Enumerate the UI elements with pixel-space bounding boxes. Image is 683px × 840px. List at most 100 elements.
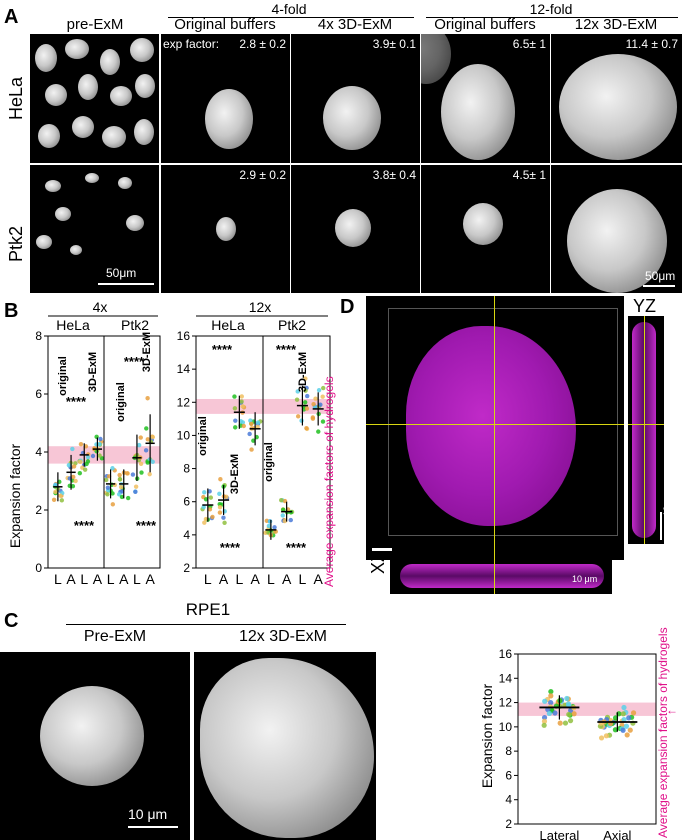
- data-point: [203, 516, 209, 522]
- x-tick-label: Axial: [603, 828, 631, 840]
- hela-orig-4fold-image: exp factor: 2.8 ± 0.2: [161, 34, 290, 163]
- label-original: original: [263, 442, 275, 482]
- data-point: [630, 710, 637, 716]
- data-point: [145, 396, 150, 401]
- hela-preexm-image: [30, 34, 159, 163]
- chart-b-ylabel: Expansion factor: [7, 444, 23, 549]
- data-point: [207, 489, 212, 494]
- chart-c-plot: 2 4 6 8 10 12 14 16 Lateral Axial ←: [499, 647, 678, 840]
- x-tick-label: Lateral: [540, 828, 580, 840]
- data-point: [620, 727, 626, 733]
- data-point: [207, 507, 213, 512]
- row-hela-label: HeLa: [6, 76, 26, 120]
- data-point: [603, 733, 610, 739]
- significance: ****: [212, 342, 233, 357]
- significance: ****: [66, 394, 87, 409]
- x-tick-label: A: [250, 571, 260, 587]
- col-preexm-label: pre-ExM: [66, 16, 124, 33]
- data-point: [77, 470, 83, 476]
- data-point: [143, 448, 149, 453]
- y-tick-label: 2: [183, 561, 190, 575]
- x-tick-label: L: [133, 571, 141, 587]
- data-point: [548, 700, 554, 706]
- data-point: [566, 711, 572, 718]
- group-4fold-label: 4-fold: [271, 1, 307, 17]
- y-tick-label: 4: [505, 793, 512, 807]
- data-point: [598, 735, 605, 741]
- chart-12x-hela: HeLa: [211, 317, 245, 333]
- data-point: [217, 504, 223, 510]
- band-arrow: ←: [666, 703, 678, 717]
- ptk2-value-3: 4.5± 1: [512, 168, 546, 182]
- yz-label: YZ: [633, 296, 657, 316]
- y-tick-label: 6: [505, 768, 512, 782]
- yz-projection-image: [628, 316, 664, 544]
- chart-12x-title: 12x: [249, 299, 272, 315]
- rpe1-preexm-image: 10 μm: [0, 652, 190, 840]
- panel-b-charts: 4x HeLa Ptk2 12x HeLa Ptk2 Expansion fac…: [7, 299, 331, 587]
- y-tick-label: 12: [499, 696, 513, 710]
- ptk2-12x-image: 50μm: [551, 165, 682, 293]
- data-point: [110, 491, 115, 496]
- x-tick-label: L: [267, 571, 275, 587]
- data-point: [280, 513, 285, 518]
- ptk2-orig-12fold-image: 4.5± 1: [421, 165, 550, 293]
- data-point: [125, 495, 131, 501]
- data-point: [147, 471, 152, 477]
- significance: ****: [276, 342, 297, 357]
- ptk2-preexm-image: 50μm: [30, 165, 159, 293]
- y-tick-label: 10: [177, 428, 191, 442]
- data-point: [97, 453, 102, 458]
- data-point: [105, 492, 110, 497]
- x-tick-label: A: [145, 571, 155, 587]
- data-point: [221, 515, 226, 520]
- data-point: [73, 478, 78, 484]
- data-point: [542, 698, 548, 704]
- y-tick-label: 12: [177, 395, 191, 409]
- data-point: [105, 485, 111, 490]
- data-point: [272, 525, 277, 530]
- y-tick-label: 6: [183, 495, 190, 509]
- data-point: [218, 477, 223, 482]
- data-point: [623, 723, 630, 729]
- chart-c-ylabel: Expansion factor: [479, 684, 495, 789]
- hela-value-3: 6.5± 1: [512, 37, 546, 51]
- band-label-c: Average expansion factors of hydrogels: [656, 627, 670, 838]
- data-point: [133, 489, 138, 495]
- data-point: [621, 716, 627, 723]
- data-point: [232, 394, 237, 399]
- data-point: [310, 415, 316, 420]
- data-point: [85, 454, 91, 460]
- data-point: [110, 502, 116, 507]
- data-point: [548, 693, 554, 699]
- x-tick-label: L: [235, 571, 243, 587]
- data-point: [255, 420, 261, 425]
- data-point: [557, 720, 563, 726]
- data-point: [208, 495, 214, 500]
- hela-4x-image: 3.9± 0.1: [291, 34, 420, 163]
- data-point: [70, 483, 76, 489]
- data-point: [145, 460, 150, 465]
- data-point: [130, 472, 136, 477]
- significance: ****: [136, 518, 157, 533]
- group-12fold-label: 12-fold: [529, 1, 573, 17]
- significance: ****: [124, 354, 145, 369]
- y-tick-label: 14: [177, 362, 191, 376]
- data-point: [541, 718, 548, 724]
- col-12x-label: 12x 3D-ExM: [574, 16, 658, 33]
- data-point: [548, 688, 554, 695]
- data-point: [239, 394, 244, 399]
- data-point: [232, 406, 238, 411]
- data-point: [305, 393, 310, 399]
- data-point: [145, 437, 150, 442]
- ptk2-orig-4fold-image: 2.9 ± 0.2: [161, 165, 290, 293]
- data-point: [249, 447, 254, 452]
- data-point: [612, 727, 618, 733]
- data-point: [116, 492, 122, 497]
- data-point: [620, 711, 626, 717]
- y-tick-label: 8: [183, 462, 190, 476]
- panel-label-b: B: [4, 300, 19, 322]
- data-point: [138, 461, 144, 467]
